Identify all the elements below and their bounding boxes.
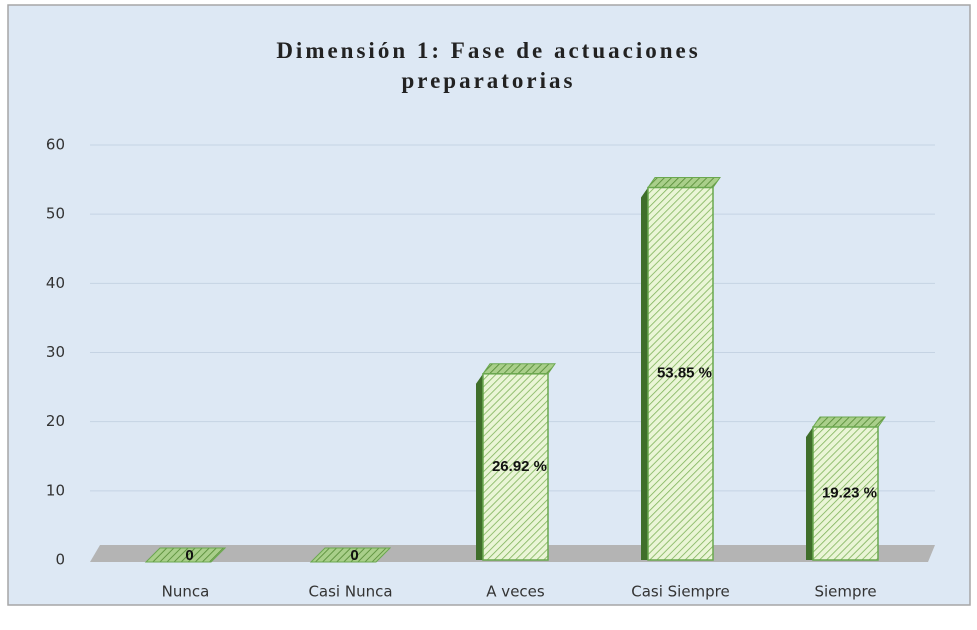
y-tick-label: 60 (46, 136, 65, 154)
value-label: 53.85 % (657, 365, 712, 382)
y-tick-label: 0 (55, 551, 65, 569)
value-label: 0 (350, 547, 358, 564)
value-label: 26.92 % (492, 458, 547, 475)
y-tick-label: 30 (46, 343, 65, 361)
bar-top (482, 363, 556, 375)
y-tick-label: 40 (46, 274, 65, 292)
value-label: 0 (185, 547, 193, 564)
bar (812, 426, 879, 561)
bar-side (641, 187, 648, 560)
bar (144, 547, 227, 563)
value-label: 19.23 % (822, 484, 877, 501)
x-tick-label: Siempre (814, 583, 876, 601)
bar-side (476, 373, 483, 560)
bar (309, 547, 392, 563)
bar-top (812, 416, 886, 428)
x-tick-label: A veces (486, 583, 545, 601)
x-tick-label: Nunca (162, 583, 210, 601)
x-tick-label: Casi Siempre (631, 583, 730, 601)
y-tick-label: 50 (46, 205, 65, 223)
bar-top (647, 177, 721, 189)
y-tick-label: 10 (46, 481, 65, 499)
bar (647, 186, 714, 561)
chart-title: Dimensión 1: Fase de actuaciones prepara… (276, 38, 701, 93)
bar (482, 373, 549, 561)
x-tick-label: Casi Nunca (308, 583, 392, 601)
bar-side (806, 426, 813, 560)
y-tick-label: 20 (46, 412, 65, 430)
